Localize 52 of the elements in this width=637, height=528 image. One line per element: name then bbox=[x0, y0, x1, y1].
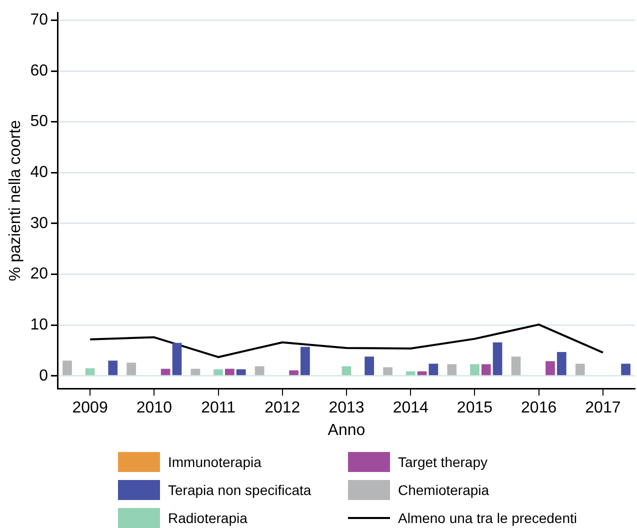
bar bbox=[492, 342, 502, 376]
x-tick-label: 2016 bbox=[521, 400, 557, 417]
y-tick-label: 40 bbox=[30, 164, 48, 182]
bar bbox=[428, 364, 438, 376]
y-tick-label: 50 bbox=[30, 113, 48, 130]
bar bbox=[481, 364, 491, 376]
bar bbox=[126, 362, 136, 376]
bar bbox=[190, 368, 200, 376]
x-tick-label: 2012 bbox=[264, 400, 300, 417]
bar bbox=[254, 366, 264, 376]
y-axis-title: % pazienti nella coorte bbox=[7, 120, 24, 282]
bar bbox=[342, 366, 352, 376]
legend-label: Radioterapia bbox=[168, 510, 248, 526]
x-tick-label: 2015 bbox=[456, 400, 493, 417]
y-tick-label: 70 bbox=[30, 12, 48, 29]
legend-label: Target therapy bbox=[398, 454, 488, 470]
x-tick-label: 2011 bbox=[201, 400, 236, 417]
x-tick-label: 2010 bbox=[136, 400, 172, 417]
bar bbox=[289, 370, 298, 376]
bar bbox=[300, 346, 310, 376]
bar bbox=[160, 368, 170, 376]
x-tick-label: 2017 bbox=[585, 400, 621, 417]
bar bbox=[236, 369, 246, 376]
bar bbox=[85, 368, 95, 376]
bar bbox=[172, 342, 182, 376]
bar bbox=[383, 367, 392, 376]
bar bbox=[470, 364, 480, 376]
legend-label: Almeno una tra le precedenti bbox=[398, 510, 577, 526]
y-tick-label: 60 bbox=[30, 62, 48, 80]
y-tick-label: 10 bbox=[30, 316, 48, 334]
legend-label: Immunoterapia bbox=[168, 454, 262, 470]
x-tick-label: 2014 bbox=[392, 400, 429, 417]
x-tick-label: 2013 bbox=[328, 400, 364, 417]
y-tick-label: 30 bbox=[30, 214, 48, 232]
y-tick-label: 0 bbox=[39, 367, 48, 384]
bar bbox=[511, 356, 521, 376]
legend-label: Chemioterapia bbox=[398, 482, 490, 498]
bar bbox=[575, 364, 585, 376]
legend-label: Terapia non specificata bbox=[168, 482, 312, 498]
x-tick-label: 2009 bbox=[72, 400, 108, 417]
bar bbox=[546, 361, 555, 376]
bar bbox=[621, 364, 630, 376]
bar bbox=[62, 360, 72, 376]
bar bbox=[225, 368, 234, 376]
x-axis-title: Anno bbox=[328, 422, 366, 439]
bar bbox=[406, 371, 416, 376]
bar bbox=[108, 360, 118, 376]
bar bbox=[214, 369, 223, 376]
y-tick-label: 20 bbox=[30, 266, 48, 283]
bar bbox=[447, 364, 457, 376]
bar bbox=[364, 356, 374, 376]
bar bbox=[556, 352, 566, 376]
